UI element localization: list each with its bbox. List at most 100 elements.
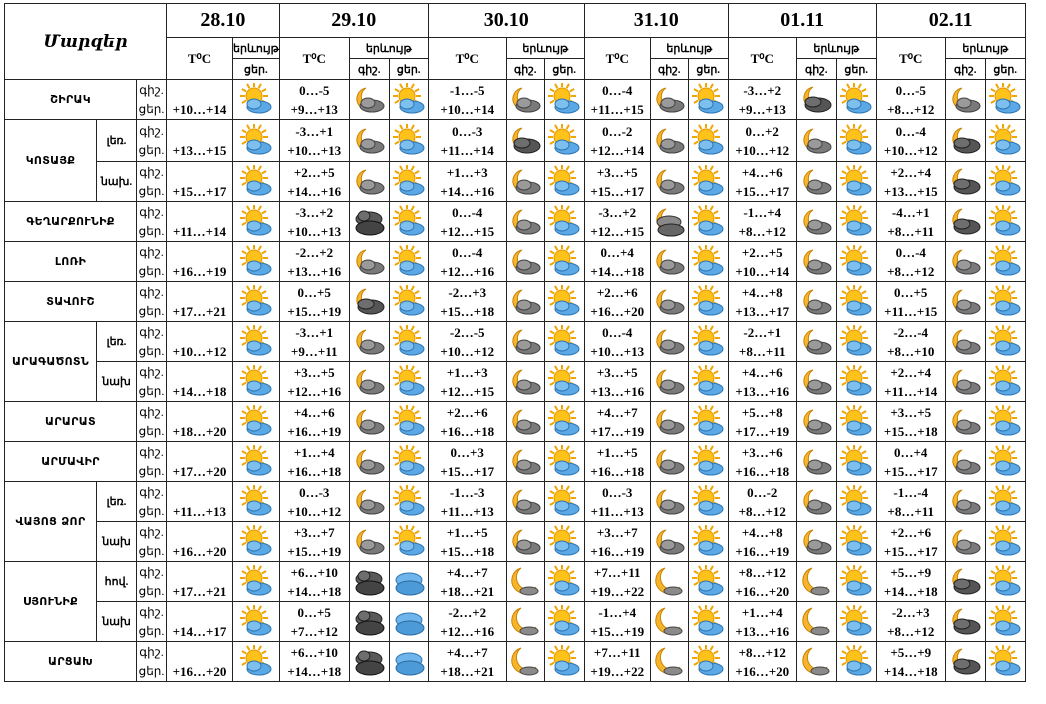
temperature-range: +5…+8 +17…+19 xyxy=(727,401,797,442)
temperature-range: 0…+5 +7…+12 xyxy=(278,601,350,642)
sun-cloud-icon xyxy=(687,441,729,482)
day-temp: +15…+18 xyxy=(440,543,495,559)
night-label: գիշ. xyxy=(139,404,164,419)
moon-cloud-icon xyxy=(649,441,689,482)
day-header: ցեր. xyxy=(543,58,585,80)
temperature-header: T⁰C xyxy=(278,37,350,80)
night-day-labels: գիշ. ցեր. xyxy=(136,241,167,282)
sun-cloud-icon xyxy=(687,161,729,202)
sun-cloud-icon xyxy=(984,441,1026,482)
temperature-range: -1…-5 +10…+14 xyxy=(427,79,507,120)
night-temp: +3…+5 xyxy=(596,164,638,180)
temperature-range: 0…-4 +12…+16 xyxy=(427,241,507,282)
table-row: ՍՅՈՒՆԻՔ հով. գիշ. ցեր. +17…+21 +6…+10 +14…+18 +… xyxy=(4,561,1026,642)
sun-cloud-icon xyxy=(835,281,877,322)
sun-cloud-icon xyxy=(687,241,729,282)
weather-header: երևույթ xyxy=(649,37,729,59)
sun-cloud-icon xyxy=(232,79,280,120)
night-label: գիշ. xyxy=(139,324,164,339)
moon-cloud-icon xyxy=(795,361,837,402)
moon-cloud-icon xyxy=(505,481,545,522)
moon-cloud-icon xyxy=(944,241,986,282)
subregion-label: լեռ. xyxy=(96,119,137,162)
night-temp: +6…+10 xyxy=(290,644,338,660)
moon-cloud-icon xyxy=(944,79,986,120)
sun-cloud-icon xyxy=(984,241,1026,282)
night-temp: +3…+7 xyxy=(293,524,335,540)
temperature-range: +3…+5 +13…+16 xyxy=(583,361,651,402)
temperature-range: +2…+5 +14…+16 xyxy=(278,161,350,202)
weather-header: երևույթ xyxy=(232,37,280,59)
day-label: ցեր. xyxy=(138,543,165,558)
moon-cloud-icon xyxy=(348,401,390,442)
moon-icon xyxy=(795,561,837,602)
night-temp: +1…+5 xyxy=(446,524,488,540)
moon-cloud-icon xyxy=(348,119,390,162)
night-temp: -3…+2 xyxy=(598,204,637,220)
day-temp: +16…+19 xyxy=(172,263,227,279)
day-temp: +8…+11 xyxy=(738,343,786,359)
moon-dark-cloud-icon xyxy=(944,561,986,602)
sun-cloud-icon xyxy=(388,119,429,162)
night-temp: 0…+5 xyxy=(297,604,331,620)
dark-clouds-icon xyxy=(348,561,390,602)
weather-header: երևույթ xyxy=(505,37,585,59)
night-temp: +3…+5 xyxy=(596,364,638,380)
night-temp: -2…+3 xyxy=(448,284,487,300)
day-temp: +17…+21 xyxy=(172,303,227,319)
day-temp: +13…+16 xyxy=(287,263,342,279)
dark-clouds-icon xyxy=(348,641,390,682)
temperature-range: -3…+1 +10…+13 xyxy=(278,119,350,162)
night-label: գիշ. xyxy=(139,284,164,299)
day-temp: +18…+20 xyxy=(172,423,227,439)
sun-cloud-icon xyxy=(984,561,1026,602)
moon-cloud-icon xyxy=(505,79,545,120)
day-temp: +9…+11 xyxy=(290,343,338,359)
temperature-range: +2…+5 +10…+14 xyxy=(727,241,797,282)
day-temp: +13…+15 xyxy=(883,183,938,199)
moon-cloud-icon xyxy=(649,119,689,162)
day-temp: +14…+16 xyxy=(287,183,342,199)
moon-dark-cloud-icon xyxy=(795,79,837,120)
day-temp: +15…+17 xyxy=(440,463,495,479)
temperature-range: +3…+7 +16…+19 xyxy=(583,521,651,562)
day-temp: +9…+13 xyxy=(290,101,338,117)
sun-cloud-icon xyxy=(984,79,1026,120)
night-temp: +3…+7 xyxy=(596,524,638,540)
sun-cloud-icon xyxy=(984,161,1026,202)
moon-cloud-icon xyxy=(348,79,390,120)
date-header: 28.10 xyxy=(166,3,280,38)
night-temp: +4…+6 xyxy=(741,364,783,380)
moon-cloud-icon xyxy=(795,401,837,442)
day-label: ցեր. xyxy=(138,263,165,278)
moon-dark-cloud-icon xyxy=(348,281,390,322)
day-temp: +11…+14 xyxy=(884,383,938,399)
moon-cloud-icon xyxy=(944,481,986,522)
day-label: ցեր. xyxy=(138,463,165,478)
moon-cloud-icon xyxy=(505,241,545,282)
temperature-range: +3…+5 +12…+16 xyxy=(278,361,350,402)
subregion-label: նախ xyxy=(96,521,137,562)
moon-icon xyxy=(505,641,545,682)
day-temp: +8…+12 xyxy=(738,223,786,239)
moon-cloud-icon xyxy=(795,481,837,522)
sun-cloud-icon xyxy=(543,281,585,322)
temperature-range: +6…+10 +14…+18 xyxy=(278,641,350,682)
moon-cloud-icon xyxy=(944,361,986,402)
temperature-range: 0…+2 +10…+12 xyxy=(727,119,797,162)
night-temp: 0…-5 xyxy=(299,82,330,98)
night-label: գիշ. xyxy=(139,524,164,539)
temperature-range: -3…+2 +12…+15 xyxy=(583,201,651,242)
day-header: ցեր. xyxy=(984,58,1026,80)
day-temp: +11…+15 xyxy=(590,101,644,117)
table-row: ԱՐԱԳԱԾՈՏՆ լեռ. գիշ. ցեր. +10…+12 -3…+1 +9…+11-… xyxy=(4,321,1026,402)
subregion-label: լեռ. xyxy=(96,481,137,522)
sun-cloud-icon xyxy=(232,241,280,282)
moon-cloud-icon xyxy=(505,401,545,442)
region-name: ԳԵՂԱՐՔՈՒՆԻՔ xyxy=(4,201,137,242)
moon-cloud-icon xyxy=(505,281,545,322)
day-temperature: +10…+12 xyxy=(166,321,233,362)
day-temp: +10…+12 xyxy=(287,503,342,519)
day-temp: +10…+13 xyxy=(590,343,645,359)
day-temp: +16…+19 xyxy=(590,543,645,559)
